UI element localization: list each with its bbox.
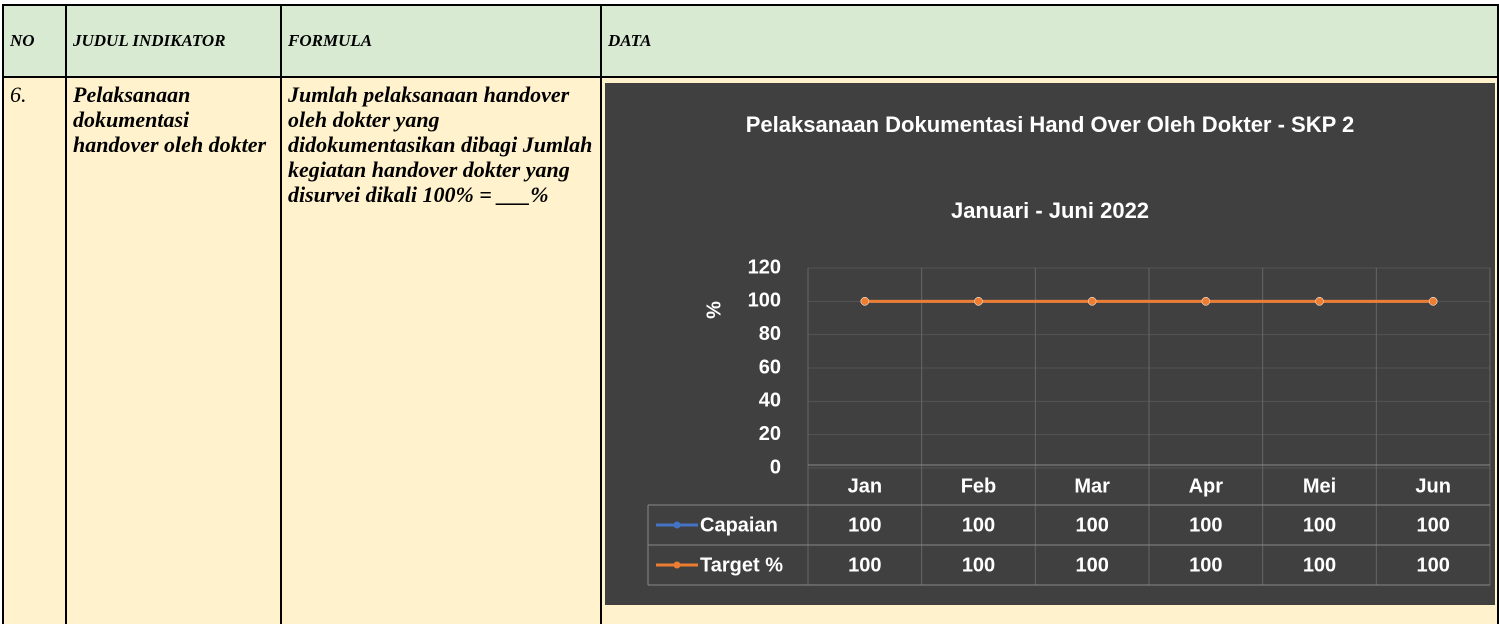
- table-value: 100: [1416, 554, 1449, 576]
- chart-title: Pelaksanaan Dokumentasi Hand Over Oleh D…: [745, 112, 1355, 137]
- table-value: 100: [1189, 514, 1222, 536]
- x-tick-label: Jun: [1415, 475, 1451, 497]
- table-value: 100: [1303, 514, 1336, 536]
- y-tick-label: 120: [748, 256, 781, 278]
- table-value: 100: [962, 514, 995, 536]
- header-cell: NO: [2, 4, 67, 78]
- chart-subtitle: Januari - Juni 2022: [951, 198, 1149, 223]
- x-tick-label: Feb: [961, 475, 997, 497]
- table-value: 100: [848, 554, 881, 576]
- y-tick-label: 60: [759, 356, 781, 378]
- x-tick-label: Jan: [848, 475, 882, 497]
- x-tick-label: Mar: [1074, 475, 1110, 497]
- y-tick-label: 40: [759, 390, 781, 412]
- cell: Pelaksanaan dokumentasi handover oleh do…: [65, 76, 282, 624]
- header-cell: JUDUL INDIKATOR: [65, 4, 282, 78]
- chart: Pelaksanaan Dokumentasi Hand Over Oleh D…: [605, 83, 1495, 605]
- table-value: 100: [1189, 554, 1222, 576]
- cell: 6.: [2, 76, 67, 624]
- table-value: 100: [1075, 514, 1108, 536]
- cell: Jumlah pelaksanaan handover oleh dokter …: [280, 76, 602, 624]
- table-value: 100: [848, 514, 881, 536]
- legend-marker: [673, 561, 681, 569]
- header-cell: FORMULA: [280, 4, 602, 78]
- series-marker: [974, 297, 983, 306]
- series-marker: [860, 297, 870, 306]
- series-marker: [1201, 297, 1211, 306]
- y-tick-label: 20: [759, 423, 781, 445]
- y-tick-label: 0: [770, 456, 781, 478]
- table-value: 100: [1075, 554, 1108, 576]
- header-cell: DATA: [600, 4, 1499, 78]
- legend-label: Target %: [700, 554, 783, 576]
- y-tick-label: 80: [759, 323, 781, 345]
- table-value: 100: [962, 554, 995, 576]
- series-marker: [1087, 297, 1097, 306]
- title-box: Pelaksanaan Dokumentasi Hand Over Oleh D…: [745, 112, 1355, 137]
- y-tick-label: 100: [748, 290, 781, 312]
- series-marker: [1315, 297, 1324, 306]
- table-value: 100: [1416, 514, 1449, 536]
- chart-background: [605, 83, 1495, 605]
- x-tick-label: Apr: [1189, 475, 1224, 497]
- legend-label: Capaian: [700, 514, 778, 536]
- y-axis-label: %: [703, 301, 725, 319]
- x-tick-label: Mei: [1303, 475, 1336, 497]
- header-row: NO JUDUL INDIKATOR FORMULA DATA: [2, 4, 1499, 78]
- series-marker: [1428, 297, 1438, 306]
- legend-marker: [673, 521, 681, 529]
- table-value: 100: [1303, 554, 1336, 576]
